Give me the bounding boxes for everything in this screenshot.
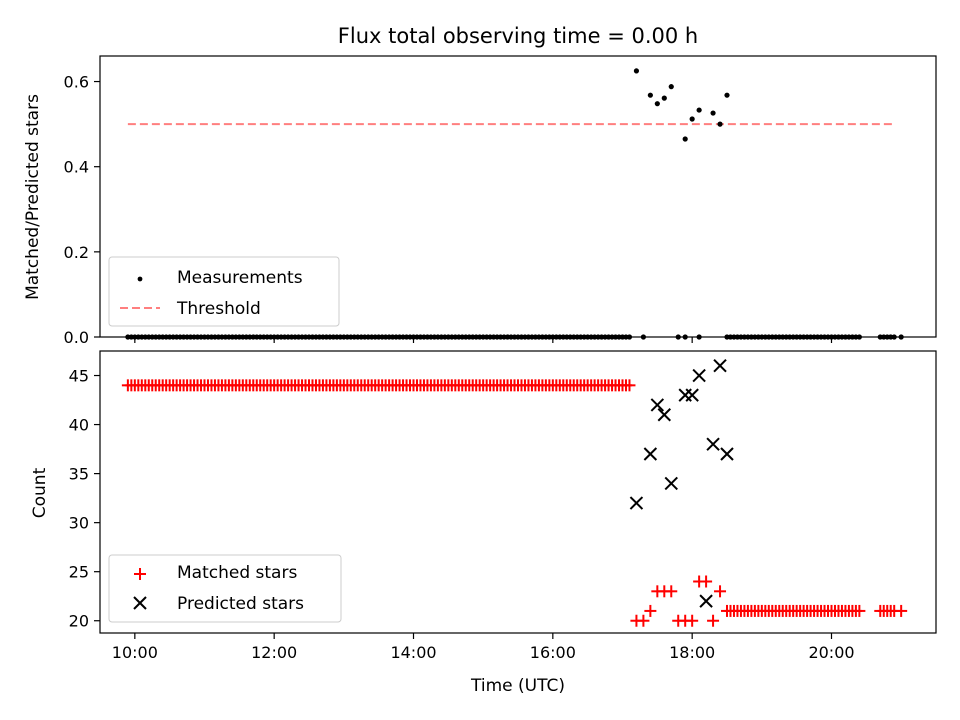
top-y-axis-label: Matched/Predicted stars (23, 94, 43, 300)
legend-matched-marker (134, 568, 146, 580)
bottom-legend-box (108, 554, 342, 623)
bottom-legend: Matched stars Predicted stars (108, 554, 342, 623)
bottom-y-tick-label: 35 (69, 465, 89, 484)
x-tick-label: 10:00 (112, 643, 158, 662)
legend-threshold-label: Threshold (176, 299, 261, 319)
matched-star-point (853, 604, 866, 617)
matched-star-point (665, 585, 678, 598)
top-y-tick-label: 0.4 (64, 158, 89, 177)
predicted-star-point (650, 398, 665, 412)
x-tick-label: 14:00 (390, 643, 436, 662)
bottom-y-tick-label: 25 (69, 563, 89, 582)
predicted-star-point (692, 368, 706, 383)
bottom-y-axis-label: Count (30, 467, 50, 518)
measurement-point (633, 68, 640, 74)
top-legend-box (108, 256, 340, 327)
bottom-y-tick-label: 40 (69, 416, 89, 435)
matched-star-point (637, 614, 650, 627)
top-legend: Measurements Threshold (108, 256, 340, 327)
x-axis-label: Time (UTC) (470, 676, 565, 696)
chart-title: Flux total observing time = 0.00 h (338, 24, 698, 48)
top-x-ticks (134, 337, 833, 343)
measurement-point (710, 110, 716, 116)
x-tick-label: 20:00 (808, 643, 854, 662)
legend-matched-label: Matched stars (177, 563, 297, 583)
predicted-star-point (720, 447, 734, 461)
bottom-y-ticks: 20 25 30 35 40 45 (69, 367, 100, 631)
legend-predicted-marker (133, 596, 147, 610)
top-axes-frame (99, 55, 937, 338)
measurement-point (696, 107, 702, 113)
top-marks (125, 68, 904, 340)
top-panel: 0.0 0.2 0.4 0.6 Matched/Predicted stars Mea… (23, 55, 937, 347)
x-tick-label: 18:00 (669, 643, 715, 662)
predicted-star-point (643, 447, 658, 461)
bottom-x-ticks: 10:00 12:00 14:00 16:00 18:00 20:00 (112, 633, 855, 662)
predicted-star-point (699, 594, 713, 608)
matched-star-point (644, 604, 657, 617)
matched-star-point (895, 604, 908, 617)
x-tick-label: 12:00 (251, 643, 297, 662)
legend-measurements-marker (137, 276, 143, 282)
predicted-star-point (706, 437, 720, 451)
measurement-point (717, 121, 723, 127)
predicted-star-point (664, 476, 678, 491)
legend-measurements-label: Measurements (177, 268, 303, 288)
bottom-axes-frame (99, 350, 937, 634)
bottom-y-tick-label: 45 (69, 367, 89, 386)
measurement-point (689, 116, 695, 122)
top-y-tick-label: 0.6 (64, 73, 89, 92)
predicted-star-point (685, 388, 699, 402)
matched-star-point (700, 575, 713, 588)
measurement-point (647, 92, 653, 98)
top-y-tick-label: 0.0 (64, 328, 89, 347)
bottom-y-tick-label: 20 (69, 612, 89, 631)
top-y-tick-label: 0.2 (64, 243, 89, 262)
matched-star-point (623, 379, 636, 392)
measurement-point (668, 84, 674, 90)
measurement-point (682, 136, 688, 142)
predicted-star-point (629, 496, 644, 510)
measurement-point (654, 101, 660, 107)
bottom-y-tick-label: 30 (69, 514, 89, 533)
matched-star-point (686, 614, 699, 627)
bottom-panel: 20 25 30 35 40 45 10:00 12:00 14:00 16:00 18:00 20… (30, 350, 937, 696)
x-tick-label: 16:00 (530, 643, 576, 662)
matched-star-point (707, 614, 720, 627)
matched-star-point (714, 585, 727, 598)
predicted-star-point (657, 408, 672, 422)
top-y-ticks: 0.0 0.2 0.4 0.6 (64, 73, 100, 347)
bottom-marks (121, 359, 908, 627)
predicted-star-point (713, 359, 727, 373)
measurement-point (724, 92, 730, 98)
measurement-point (661, 95, 667, 101)
legend-predicted-label: Predicted stars (177, 594, 304, 614)
